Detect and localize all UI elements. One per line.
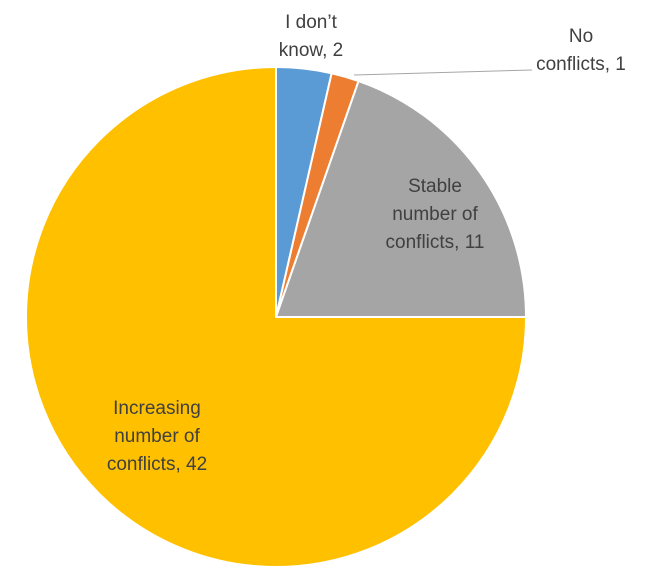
data-label-line: I don’t [285,12,337,33]
pie-slice-stable-number-of-conflicts [275,80,527,318]
data-label-line: Increasing [113,398,201,419]
data-labels: I don’t know, 2 No conflicts, 1 Stable number… [107,12,626,475]
data-label-line: conflicts, 11 [386,232,485,253]
pie-slices [25,66,527,566]
data-label-line: No [569,26,593,47]
data-label: Stable number of conflicts, 11 [386,176,485,253]
data-label: I don’t know, 2 [279,12,343,61]
data-label-line: conflicts, 42 [107,454,207,475]
data-label: No conflicts, 1 [536,26,626,75]
data-label-line: number of [114,426,200,447]
data-label-line: conflicts, 1 [536,54,626,75]
pie-slice-increasing-number-of-conflicts [25,66,527,566]
leader-line [353,69,533,76]
data-label-line: know, 2 [279,40,343,61]
leader-lines [353,69,533,76]
data-label-line: Stable [408,176,462,197]
data-label-line: number of [392,204,478,225]
data-label: Increasing number of conflicts, 42 [107,398,207,475]
